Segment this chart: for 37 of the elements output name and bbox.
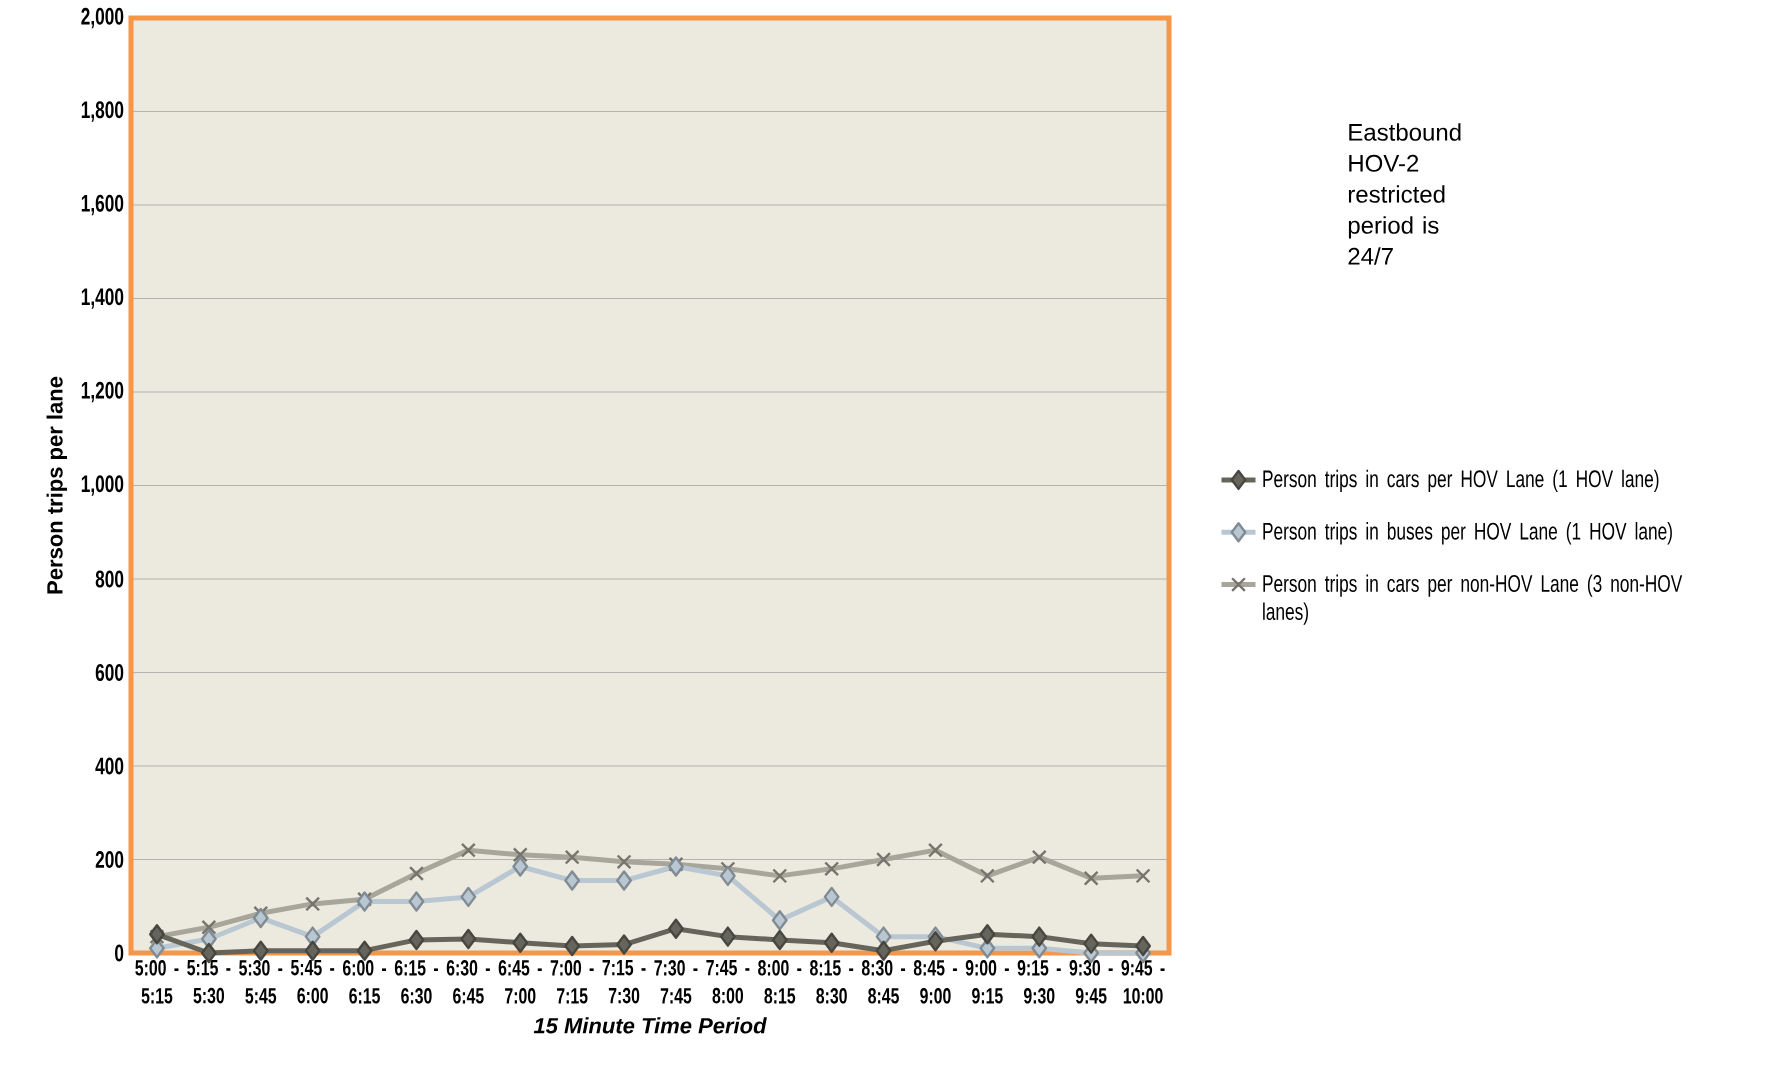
x-tick-label: 6:00 - 6:15	[342, 960, 387, 1004]
y-tick-label: 2,000	[81, 7, 124, 29]
legend-label: Person trips in cars per HOV Lane (1 HOV lane)	[1263, 469, 1659, 493]
x-tick-label: 8:00 - 8:15	[758, 960, 802, 1004]
x-tick-label: 5:45 - 6:00	[291, 960, 335, 1004]
x-tick-label: 7:15 - 7:30	[602, 960, 646, 1004]
x-tick-label: 9:45 - 10:00	[1121, 960, 1165, 1004]
x-tick-label: 5:15 - 5:30	[187, 960, 231, 1004]
y-tick-label: 1,200	[81, 381, 124, 403]
x-tick-label: 5:30 - 5:45	[239, 960, 283, 1004]
x-tick-label: 7:00 - 7:15	[550, 960, 594, 1004]
x-tick-label: 9:15 - 9:30	[1017, 960, 1061, 1004]
x-tick-label: 6:45 - 7:00	[498, 960, 542, 1004]
y-tick-label: 1,000	[81, 475, 124, 496]
x-tick-label: 6:30 - 6:45	[446, 960, 490, 1004]
x-tick-label: 6:15 - 6:30	[394, 960, 438, 1004]
x-tick-label: 5:00 - 5:15	[135, 960, 179, 1004]
y-tick-label: 0	[115, 944, 124, 962]
y-tick-label: 600	[95, 664, 124, 682]
x-tick-label: 9:00 - 9:15	[965, 960, 1009, 1004]
x-tick-label: 8:15 - 8:30	[810, 960, 854, 1004]
y-tick-label: 1,400	[81, 288, 124, 309]
text: Eastbound HOV-2 restricted period is 24/7	[1348, 123, 1461, 265]
x-tick-label: 7:45 - 8:00	[706, 960, 750, 1004]
y-tick-label: 1,800	[81, 101, 124, 122]
x-tick-label: 8:45 - 9:00	[913, 960, 957, 1004]
y-tick-label: 200	[95, 851, 124, 869]
y-axis-title: Person trips per lane	[46, 376, 68, 594]
x-tick-label: 9:30 - 9:45	[1069, 960, 1113, 1004]
y-tick-label: 400	[95, 757, 124, 775]
y-tick-label: 1,600	[81, 194, 124, 216]
legend-label: Person trips in buses per HOV Lane (1 HOV lane)	[1263, 522, 1672, 545]
x-tick-label: 7:30 - 7:45	[654, 960, 698, 1004]
x-tick-label: 8:30 - 8:45	[861, 960, 906, 1004]
x-axis-title: 15 Minute Time Period	[533, 1017, 767, 1034]
legend-label: Person trips in cars per non-HOV Lane (3 non-HOV lanes)	[1263, 574, 1683, 625]
y-tick-label: 800	[95, 570, 124, 588]
